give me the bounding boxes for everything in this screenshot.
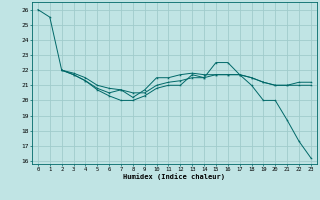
- X-axis label: Humidex (Indice chaleur): Humidex (Indice chaleur): [124, 173, 225, 180]
